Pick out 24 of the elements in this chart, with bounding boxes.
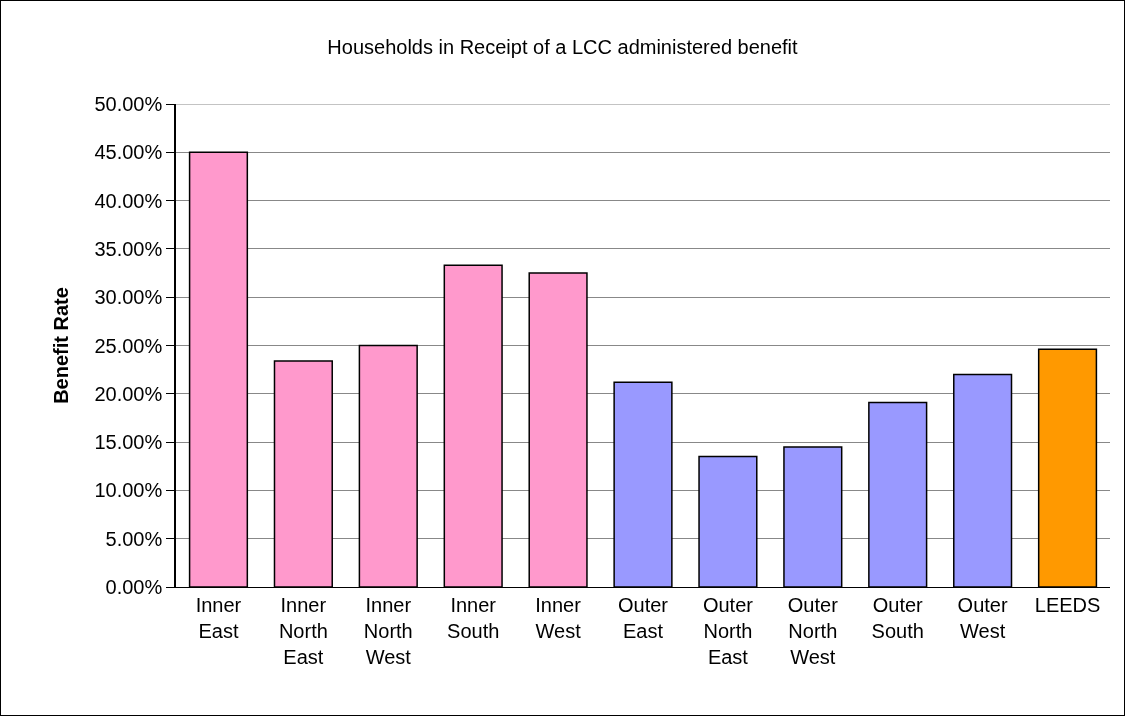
y-tick-label: 20.00%	[94, 382, 163, 405]
x-tick-label: Inner South	[447, 594, 500, 642]
y-tick-label: 30.00%	[94, 286, 163, 309]
x-tick-label: Outer North West	[787, 594, 839, 668]
y-axis-title: Benefit Rate	[50, 287, 73, 404]
y-tick-label: 25.00%	[94, 334, 163, 357]
x-tick-label: Inner North West	[363, 594, 413, 668]
y-tick-label: 40.00%	[94, 189, 163, 212]
y-tick-label: 50.00%	[94, 93, 163, 115]
y-tick-label: 5.00%	[105, 527, 163, 550]
x-tick-label: Inner West	[535, 594, 582, 642]
y-tick-label: 45.00%	[94, 141, 163, 164]
y-tick-label: 35.00%	[94, 237, 163, 260]
x-tick-label: LEEDS	[1034, 594, 1101, 616]
y-tick-label: 0.00%	[105, 576, 163, 598]
x-tick-label: Outer South	[871, 594, 924, 642]
y-tick-label: 15.00%	[94, 431, 163, 454]
x-tick-label: Outer North East	[702, 594, 754, 668]
x-tick-label: Outer East	[617, 594, 669, 642]
x-tick-label: Outer West	[957, 594, 1008, 642]
y-tick-label: 10.00%	[94, 479, 163, 502]
chart-title: Households in Receipt of a LCC administered benefit	[327, 36, 799, 59]
x-tick-label: Inner North East	[278, 594, 328, 668]
x-tick-label: Inner East	[195, 594, 242, 642]
